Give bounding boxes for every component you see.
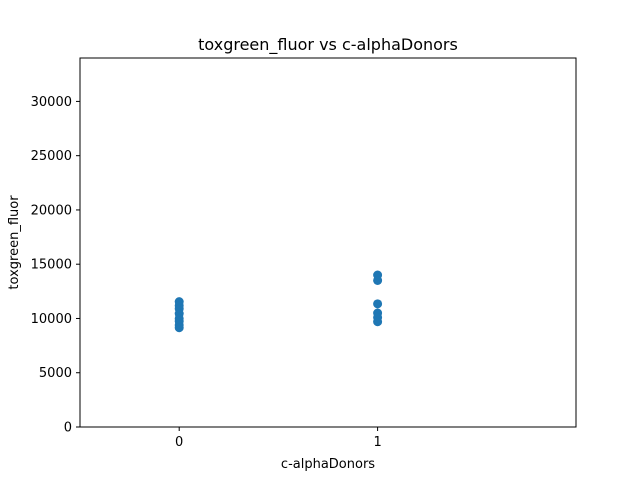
y-axis: 0 5000 10000 15000 20000 25000 30000 bbox=[31, 95, 80, 436]
y-tick-label: 10000 bbox=[31, 312, 72, 327]
data-point bbox=[373, 275, 383, 285]
x-tick-label: 0 bbox=[175, 435, 183, 450]
data-point bbox=[373, 299, 383, 309]
y-tick-label: 20000 bbox=[31, 203, 72, 218]
y-tick-label: 15000 bbox=[31, 258, 72, 273]
y-tick-label: 25000 bbox=[31, 149, 72, 164]
x-axis-label: c-alphaDonors bbox=[281, 457, 375, 472]
data-points bbox=[174, 270, 383, 333]
chart-title: toxgreen_fluor vs c-alphaDonors bbox=[198, 35, 458, 55]
y-tick-label: 5000 bbox=[39, 366, 72, 381]
y-tick-label: 0 bbox=[64, 421, 72, 436]
x-tick-label: 1 bbox=[373, 435, 381, 450]
data-point bbox=[174, 323, 184, 333]
y-tick-label: 30000 bbox=[31, 95, 72, 110]
y-axis-label: toxgreen_fluor bbox=[7, 195, 22, 290]
data-point bbox=[373, 317, 383, 327]
plot-frame bbox=[79, 57, 577, 428]
